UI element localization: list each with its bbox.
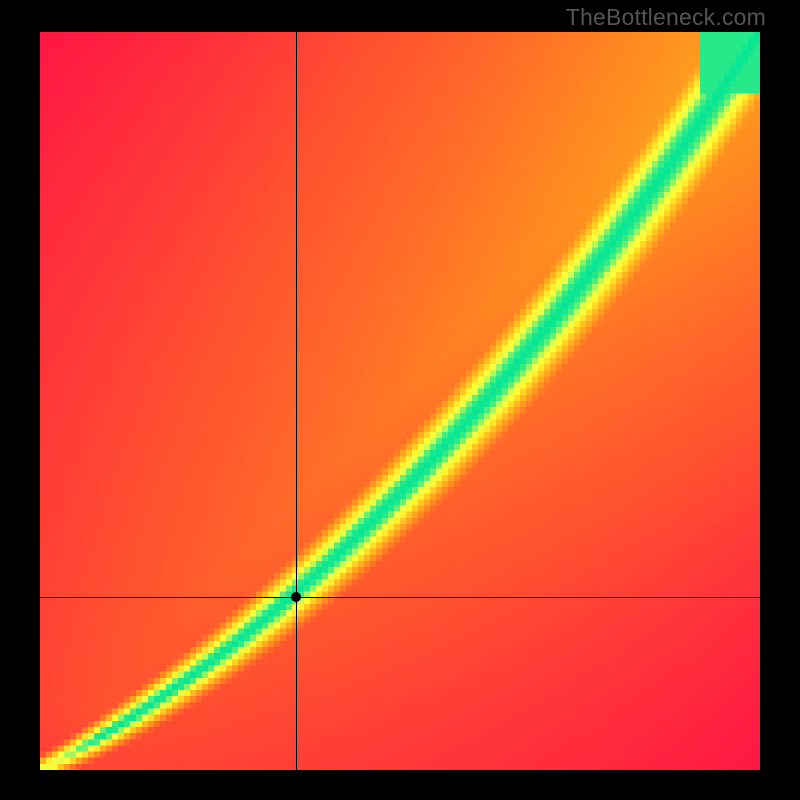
bottleneck-heatmap bbox=[40, 32, 760, 770]
crosshair-horizontal bbox=[40, 597, 760, 598]
watermark-text: TheBottleneck.com bbox=[566, 4, 766, 31]
crosshair-vertical bbox=[296, 32, 297, 770]
crosshair-marker bbox=[291, 592, 301, 602]
